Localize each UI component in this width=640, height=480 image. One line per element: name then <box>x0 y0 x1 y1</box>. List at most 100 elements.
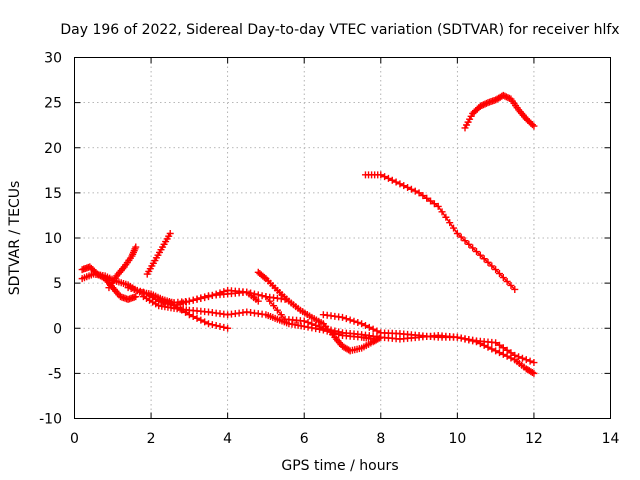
interpolated-marker <box>404 183 412 191</box>
series-track-1 <box>78 263 140 303</box>
interpolated-marker <box>182 308 190 316</box>
interpolated-marker <box>469 244 477 252</box>
interpolated-marker <box>178 306 186 314</box>
x-tick-label: 0 <box>70 431 79 447</box>
interpolated-marker <box>189 296 197 304</box>
x-tick-label: 2 <box>147 431 156 447</box>
interpolated-marker <box>461 335 469 343</box>
interpolated-marker <box>388 176 396 184</box>
data-point-marker <box>476 102 484 110</box>
interpolated-marker <box>507 281 515 289</box>
interpolated-marker <box>488 345 496 353</box>
interpolated-marker <box>478 102 486 110</box>
interpolated-marker <box>273 306 281 314</box>
series-track-3 <box>105 243 140 292</box>
tick-layer: 0 2 4 6 8 10 12 14 -10 -5 0 5 10 15 20 25 30 <box>39 51 619 448</box>
interpolated-marker <box>270 302 278 310</box>
interpolated-marker <box>312 321 320 329</box>
data-point-marker <box>205 320 212 328</box>
x-tick-label: 14 <box>602 431 620 447</box>
interpolated-marker <box>407 185 415 193</box>
interpolated-marker <box>518 354 526 362</box>
data-point-marker <box>453 333 461 341</box>
data-point-marker <box>170 302 178 310</box>
interpolated-marker <box>197 316 205 324</box>
interpolated-marker <box>504 94 512 102</box>
interpolated-marker <box>499 344 507 352</box>
data-point-marker <box>124 284 132 292</box>
interpolated-marker <box>201 318 209 326</box>
interpolated-marker <box>381 173 389 181</box>
interpolated-marker <box>482 99 490 107</box>
y-tick-label: 10 <box>44 231 62 247</box>
data-point-marker <box>434 202 442 210</box>
interpolated-marker <box>400 182 408 190</box>
interpolated-marker <box>335 328 343 336</box>
series-track-10 <box>262 293 538 367</box>
data-point-marker <box>254 297 262 305</box>
data-point-marker <box>453 229 461 237</box>
series-track-7 <box>166 299 232 332</box>
y-tick-label: 0 <box>53 321 62 337</box>
interpolated-marker <box>503 352 511 360</box>
interpolated-marker <box>342 315 350 323</box>
interpolated-marker <box>450 224 458 232</box>
data-point-marker <box>473 338 480 346</box>
interpolated-marker <box>373 327 381 335</box>
interpolated-marker <box>479 101 487 109</box>
data-point-marker <box>205 293 212 301</box>
data-point-marker <box>415 189 423 197</box>
series-track-8 <box>155 286 262 310</box>
interpolated-marker <box>212 290 220 298</box>
data-point-marker <box>530 122 538 130</box>
interpolated-marker <box>461 237 469 245</box>
interpolated-marker <box>193 314 201 322</box>
data-point-marker <box>492 339 500 347</box>
series-layer <box>78 91 538 377</box>
data-point-marker <box>166 229 174 237</box>
data-point-marker <box>224 324 232 332</box>
interpolated-marker <box>442 213 450 221</box>
interpolated-marker <box>216 289 224 297</box>
y-tick-label: -5 <box>48 366 62 382</box>
interpolated-marker <box>164 300 172 308</box>
interpolated-marker <box>254 291 262 299</box>
interpolated-marker <box>495 349 503 357</box>
data-point-marker <box>377 171 385 179</box>
interpolated-marker <box>346 316 354 324</box>
y-axis-label: SDTVAR / TECUs <box>7 181 23 296</box>
data-point-marker <box>339 313 346 321</box>
interpolated-marker <box>350 317 358 325</box>
data-point-marker <box>358 320 366 328</box>
x-tick-label: 10 <box>448 431 466 447</box>
x-tick-label: 12 <box>525 431 543 447</box>
interpolated-marker <box>277 311 285 319</box>
interpolated-marker <box>438 208 446 216</box>
data-point-marker <box>185 311 193 319</box>
interpolated-marker <box>499 350 507 358</box>
x-axis-label: GPS time / hours <box>281 458 398 474</box>
interpolated-marker <box>260 273 268 281</box>
interpolated-marker <box>480 341 488 349</box>
interpolated-marker <box>488 262 496 270</box>
interpolated-marker <box>411 187 419 195</box>
x-tick-label: 6 <box>300 431 309 447</box>
y-tick-label: 15 <box>44 186 62 202</box>
y-tick-label: 30 <box>44 51 62 67</box>
interpolated-marker <box>361 322 369 330</box>
series-line <box>364 174 516 291</box>
data-point-marker <box>473 248 480 256</box>
interpolated-marker <box>179 299 187 307</box>
interpolated-marker <box>503 278 511 285</box>
series-track-12 <box>361 171 519 293</box>
series-line <box>169 302 229 330</box>
interpolated-marker <box>457 334 465 342</box>
interpolated-marker <box>515 353 523 361</box>
interpolated-marker <box>197 294 205 302</box>
series-track-9 <box>254 268 385 355</box>
interpolated-marker <box>304 318 312 326</box>
interpolated-marker <box>526 357 534 365</box>
interpolated-marker <box>158 298 166 306</box>
y-tick-label: 5 <box>53 276 62 292</box>
